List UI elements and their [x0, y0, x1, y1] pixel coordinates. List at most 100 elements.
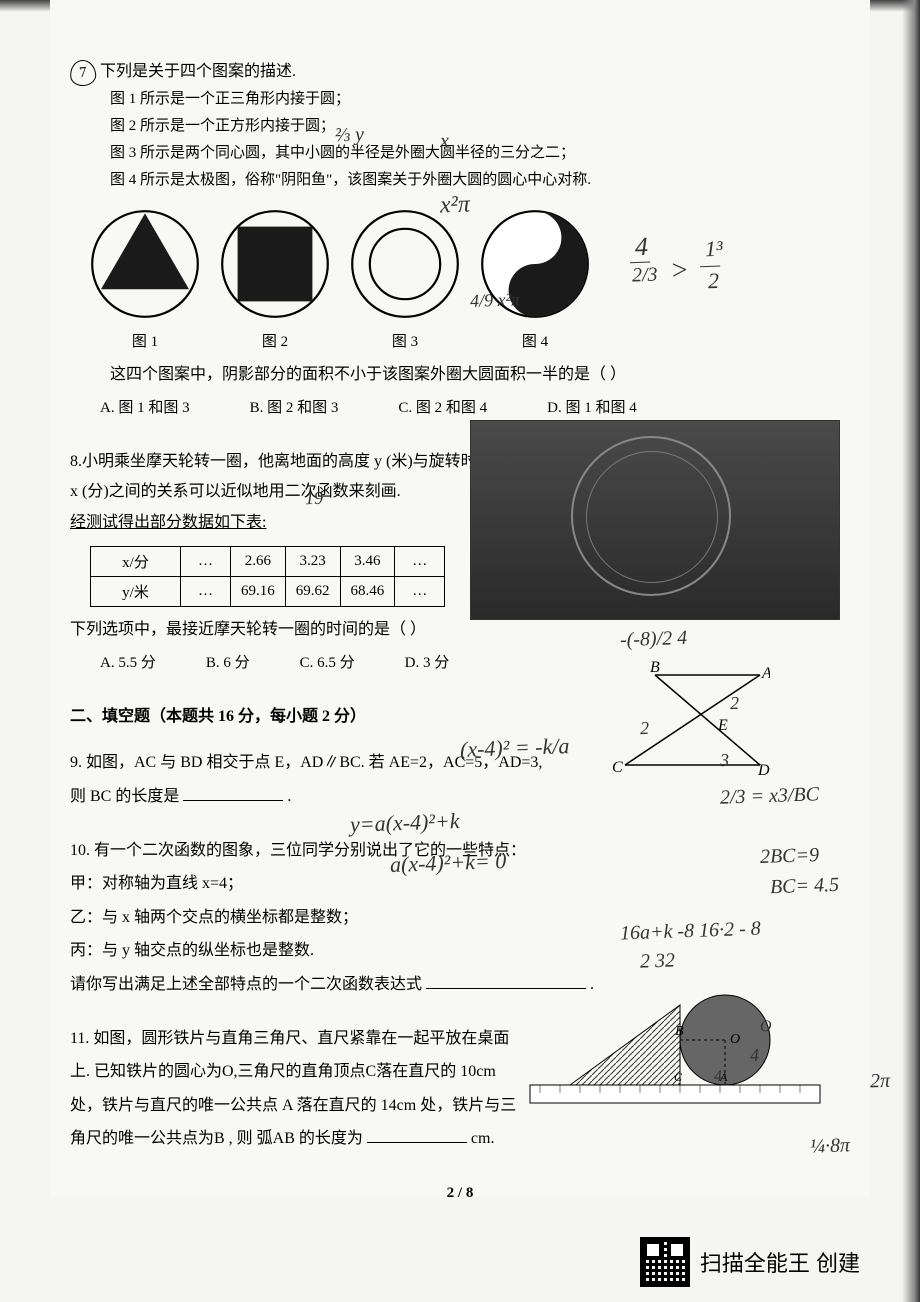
table-cell: … [395, 576, 445, 606]
handwriting: 2 [730, 693, 740, 714]
figure-1: 图 1 [90, 209, 200, 351]
handwriting: O [760, 1018, 772, 1036]
q7-option-b: B. 图 2 和图 3 [250, 396, 339, 417]
q8-option-b: B. 6 分 [206, 651, 250, 672]
q8-data-table: x/分 … 2.66 3.23 3.46 … y/米 … 69.16 69.62… [90, 546, 445, 607]
q10-line-2: 甲：对称轴为直线 x=4； [70, 867, 610, 901]
question-7: 7 下列是关于四个图案的描述. 图 1 所示是一个正三角形内接于圆； 图 2 所… [70, 60, 850, 417]
handwriting: ¼·8π [810, 1134, 851, 1158]
q11-blank [367, 1142, 467, 1143]
handwriting: (x-4)² = -k/a [460, 733, 570, 763]
figure-2: 图 2 [220, 209, 330, 351]
q10-line-3: 乙：与 x 轴两个交点的横坐标都是整数； [70, 901, 610, 935]
q8-option-c: C. 6.5 分 [300, 651, 355, 672]
handwriting: 19 [305, 488, 324, 510]
q7-line-4: 图 4 所示是太极图，俗称"阴阳鱼"，该图案关于外圈大圆的圆心中心对称. [110, 167, 850, 194]
ferris-wheel-icon [571, 436, 731, 596]
vertex-a-label: A [761, 665, 770, 682]
footer-text: 扫描全能王 创建 [700, 1246, 860, 1278]
q11-line-4b: cm. [471, 1130, 495, 1147]
vertex-b-label: B [650, 660, 660, 676]
handwriting: 4 [714, 1068, 723, 1086]
q10-line-4: 丙：与 y 轴交点的纵坐标也是整数. [70, 934, 610, 968]
q11-line-4a: 角尺的唯一公共点为B , 则 弧AB 的长度为 [70, 1130, 363, 1147]
table-cell: 3.46 [340, 546, 395, 576]
q7-number-circle: 7 [69, 59, 97, 87]
handwriting: 16a+k -8 16·2 - 8 [620, 918, 761, 946]
q7-option-c: C. 图 2 和图 4 [398, 396, 487, 417]
handwriting: x²π [440, 191, 471, 219]
figure-4: 图 4 [480, 209, 590, 351]
question-10: 10. 有一个二次函数的图象，三位同学分别说出了它的一些特点： 甲：对称轴为直线… [70, 834, 610, 1002]
q9-blank [183, 800, 283, 801]
page-content: 7 下列是关于四个图案的描述. 图 1 所示是一个正三角形内接于圆； 图 2 所… [50, 0, 870, 1196]
handwriting: 2 [708, 268, 720, 294]
table-cell: … [181, 546, 231, 576]
handwriting: > [669, 255, 689, 288]
table-cell: y/米 [91, 576, 181, 606]
figure-3: 图 3 [350, 209, 460, 351]
q7-line-2: 图 2 所示是一个正方形内接于圆； [110, 113, 850, 140]
concentric-circles-icon [350, 209, 460, 319]
table-cell: 68.46 [340, 576, 395, 606]
handwriting: 2π [870, 1070, 891, 1094]
handwriting: ⅔ y [335, 124, 365, 148]
fig3-label: 图 3 [350, 330, 460, 351]
q10-line-1: 10. 有一个二次函数的图象，三位同学分别说出了它的一些特点： [70, 834, 610, 868]
q7-title: 下列是关于四个图案的描述. [100, 60, 296, 84]
table-cell: … [395, 546, 445, 576]
table-cell: 3.23 [285, 546, 340, 576]
handwriting: 2 [640, 718, 650, 739]
q10-line-5: 请你写出满足上述全部特点的一个二次函数表达式 [70, 976, 422, 993]
scan-edge-right [902, 0, 920, 1302]
q7-options: A. 图 1 和图 3 B. 图 2 和图 3 C. 图 2 和图 4 D. 图… [100, 396, 850, 417]
handwriting: y=a(x-4)²+k [350, 808, 460, 838]
table-cell: 2.66 [231, 546, 286, 576]
vertex-e-label: E [717, 717, 728, 734]
handwriting: BC= 4.5 [770, 874, 840, 899]
q7-question-text: 这四个图案中，阴影部分的面积不小于该图案外圈大圆面积一半的是（ ） [110, 361, 850, 390]
q8-line-1: 8.小明乘坐摩天轮转一圈，他离地面的高度 y (米)与旋转时间 [70, 447, 500, 477]
q7-line-1: 图 1 所示是一个正三角形内接于圆； [110, 86, 850, 113]
handwriting: 4/9 x²π [470, 289, 521, 312]
handwriting: 2 32 [640, 949, 676, 973]
fig4-label: 图 4 [480, 330, 590, 351]
handwriting: 4 [750, 1045, 760, 1066]
ferris-wheel-photo [470, 420, 840, 620]
handwriting: a(x-4)²+k= 0 [390, 848, 507, 878]
q8-line-2: x (分)之间的关系可以近似地用二次函数来刻画. [70, 477, 500, 507]
handwriting: 2BC=9 [760, 844, 820, 869]
point-c-label: C [674, 1070, 683, 1084]
fig2-label: 图 2 [220, 330, 330, 351]
handwriting: x [440, 130, 450, 153]
q7-figures-row: 图 1 图 2 图 3 [90, 209, 850, 351]
q7-line-3: 图 3 所示是两个同心圆，其中小圆的半径是外圈大圆半径的三分之二； [110, 140, 850, 167]
point-o-label: O [730, 1032, 740, 1047]
qr-code-icon [640, 1237, 690, 1287]
table-row: x/分 … 2.66 3.23 3.46 … [91, 546, 445, 576]
handwriting: 2/3 = x3/BC [720, 783, 820, 809]
q8-option-a: A. 5.5 分 [100, 651, 156, 672]
vertex-d-label: D [757, 762, 770, 779]
q8-option-d: D. 3 分 [405, 651, 450, 672]
square-in-circle-icon [220, 209, 330, 319]
handwriting: 3 [720, 750, 730, 771]
point-b-label: B [675, 1024, 684, 1039]
footer: 扫描全能王 创建 [640, 1237, 860, 1287]
q9-text-2: 则 BC 的长度是 [70, 788, 179, 805]
table-cell: 69.62 [285, 576, 340, 606]
page-number: 2 / 8 [447, 1185, 474, 1202]
triangle-in-circle-icon [90, 209, 200, 319]
q11-geometry-figure: B O C A [520, 985, 830, 1105]
handwriting: 2/3 [632, 264, 658, 288]
q9-geometry-figure: B A C D E [600, 660, 770, 780]
table-row: y/米 … 69.16 69.62 68.46 … [91, 576, 445, 606]
vertex-c-label: C [612, 759, 623, 776]
q7-option-a: A. 图 1 和图 3 [100, 396, 190, 417]
q8-line-3: 经测试得出部分数据如下表: [70, 508, 500, 538]
table-cell: x/分 [91, 546, 181, 576]
table-cell: 69.16 [231, 576, 286, 606]
handwriting: -(-8)/2 4 [620, 627, 688, 652]
q7-option-d: D. 图 1 和图 4 [547, 396, 637, 417]
fig1-label: 图 1 [90, 330, 200, 351]
